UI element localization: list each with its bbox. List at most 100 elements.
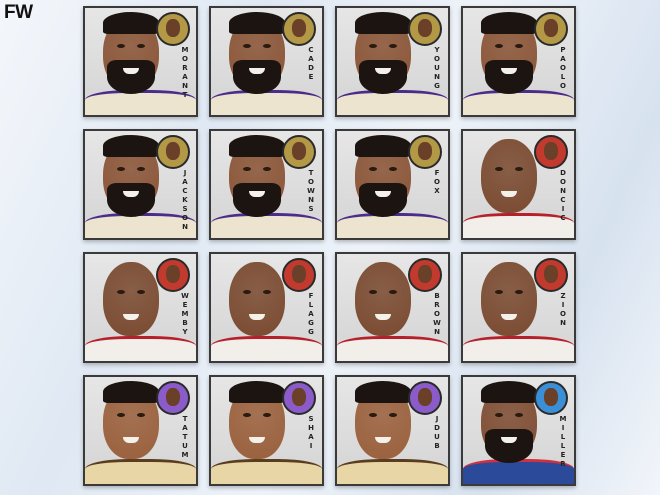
eye (263, 290, 271, 294)
player-face-photo (481, 262, 537, 336)
player-avatar-badge (156, 381, 190, 415)
jersey (463, 213, 574, 238)
jersey (337, 213, 448, 238)
player-name-label: FOX (433, 169, 441, 196)
mouth (249, 437, 265, 443)
mouth (501, 314, 517, 320)
hair (355, 12, 411, 34)
player-name-label: MILLER (559, 415, 567, 469)
jersey (85, 336, 196, 361)
player-avatar-badge (408, 258, 442, 292)
hair (355, 381, 411, 403)
player-avatar-badge (282, 258, 316, 292)
player-face-photo (481, 139, 537, 213)
player-avatar-badge (282, 381, 316, 415)
hair (229, 12, 285, 34)
jersey (85, 459, 196, 484)
player-avatar-badge (534, 12, 568, 46)
player-name-label: SHAI (307, 415, 315, 451)
eye (495, 290, 503, 294)
player-card: JDUB (335, 375, 450, 486)
player-face-photo (355, 262, 411, 336)
beard (233, 60, 281, 94)
eye (137, 44, 145, 48)
player-card: ZION (461, 252, 576, 363)
player-name-label: TOWNS (307, 169, 315, 214)
player-card: TOWNS (209, 129, 324, 240)
eye (515, 167, 523, 171)
player-name-label: BROWN (433, 292, 441, 337)
hair (103, 135, 159, 157)
jersey (463, 90, 574, 115)
player-avatar-badge (408, 135, 442, 169)
eye (117, 413, 125, 417)
beard (359, 183, 407, 217)
eye (117, 44, 125, 48)
jersey (85, 90, 196, 115)
mouth (249, 191, 265, 197)
eye (515, 290, 523, 294)
eye (263, 413, 271, 417)
player-avatar-badge (534, 258, 568, 292)
eye (117, 290, 125, 294)
player-name-label: FLAGG (307, 292, 315, 337)
player-card: WEMBY (83, 252, 198, 363)
player-avatar-badge (156, 135, 190, 169)
eye (515, 44, 523, 48)
eye (495, 167, 503, 171)
eye (369, 44, 377, 48)
eye (369, 167, 377, 171)
beard (233, 183, 281, 217)
jersey (85, 213, 196, 238)
player-name-label: PAOLO (559, 46, 567, 91)
player-card: DONCIC (461, 129, 576, 240)
eye (389, 290, 397, 294)
player-avatar-badge (282, 135, 316, 169)
beard (485, 429, 533, 463)
player-avatar-badge (408, 12, 442, 46)
jersey (463, 336, 574, 361)
player-name-label: TATUM (181, 415, 189, 460)
player-face-photo (229, 262, 285, 336)
player-card: MORANT (83, 6, 198, 117)
mouth (123, 68, 139, 74)
player-avatar-badge (534, 381, 568, 415)
player-card: FLAGG (209, 252, 324, 363)
eye (369, 290, 377, 294)
player-name-label: MORANT (181, 46, 189, 100)
beard (107, 183, 155, 217)
jersey (337, 336, 448, 361)
mouth (501, 191, 517, 197)
eye (369, 413, 377, 417)
player-name-label: JDUB (433, 415, 441, 451)
mouth (501, 437, 517, 443)
player-card: MILLER (461, 375, 576, 486)
player-card: SHAI (209, 375, 324, 486)
player-card: PAOLO (461, 6, 576, 117)
player-avatar-badge (156, 12, 190, 46)
player-name-label: WEMBY (181, 292, 189, 337)
jersey (211, 336, 322, 361)
player-card: JACKSON (83, 129, 198, 240)
mouth (375, 191, 391, 197)
mouth (375, 68, 391, 74)
player-avatar-badge (282, 12, 316, 46)
mouth (375, 437, 391, 443)
fw-logo: FW (4, 2, 33, 23)
eye (243, 413, 251, 417)
eye (243, 167, 251, 171)
jersey (211, 90, 322, 115)
mouth (249, 314, 265, 320)
mouth (249, 68, 265, 74)
beard (107, 60, 155, 94)
beard (359, 60, 407, 94)
eye (495, 413, 503, 417)
eye (495, 44, 503, 48)
jersey (211, 459, 322, 484)
eye (515, 413, 523, 417)
eye (137, 167, 145, 171)
jersey (211, 213, 322, 238)
player-avatar-badge (408, 381, 442, 415)
player-face-photo (103, 262, 159, 336)
hair (103, 12, 159, 34)
